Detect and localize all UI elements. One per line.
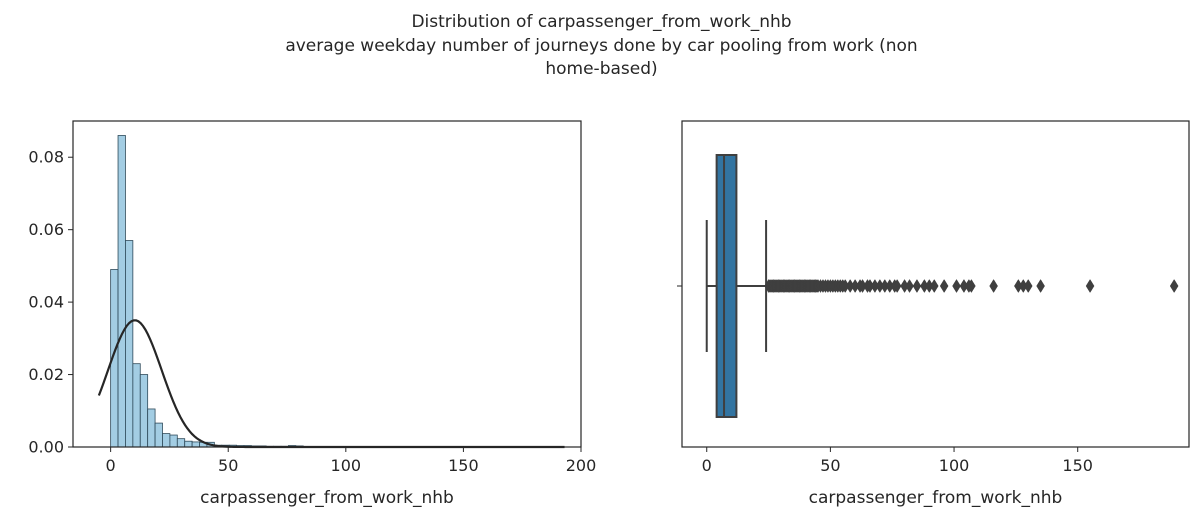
x-tick-label: 200 bbox=[566, 456, 597, 475]
outlier-point bbox=[1085, 279, 1095, 293]
figure-title-line-1: Distribution of carpassenger_from_work_n… bbox=[411, 12, 792, 32]
x-tick-label: 100 bbox=[939, 456, 970, 475]
y-tick-label: 0.08 bbox=[28, 148, 64, 167]
histogram-bar bbox=[132, 363, 141, 448]
histogram-bar bbox=[139, 374, 149, 448]
histogram-bar bbox=[125, 240, 134, 448]
x-tick-label: 50 bbox=[820, 456, 840, 475]
y-tick-label: 0.02 bbox=[28, 365, 64, 384]
boxplot-panel: 0 50 100 150 carpassenger_from_work_nhb bbox=[677, 120, 1190, 508]
y-tick-label: 0.00 bbox=[28, 438, 64, 457]
x-tick-label: 0 bbox=[702, 456, 712, 475]
histogram-bar bbox=[184, 440, 193, 448]
x-tick-label: 150 bbox=[1062, 456, 1093, 475]
x-axis-label: carpassenger_from_work_nhb bbox=[809, 488, 1063, 508]
y-tick-label: 0.04 bbox=[28, 293, 64, 312]
boxplot-frame bbox=[681, 120, 1190, 448]
x-tick-label: 150 bbox=[448, 456, 479, 475]
outlier-point bbox=[939, 279, 949, 293]
histogram-bar bbox=[176, 438, 186, 448]
x-axis-label: carpassenger_from_work_nhb bbox=[200, 488, 454, 508]
outlier-point bbox=[1169, 279, 1179, 293]
histogram-bar bbox=[147, 408, 156, 448]
outlier-point bbox=[952, 279, 961, 293]
outlier-point bbox=[967, 279, 976, 293]
histogram-bar bbox=[117, 135, 126, 448]
x-tick-label: 50 bbox=[218, 456, 238, 475]
outlier-point bbox=[989, 279, 998, 293]
outlier-point bbox=[912, 279, 922, 293]
outlier-point bbox=[1023, 279, 1033, 293]
histogram-bar bbox=[154, 422, 163, 448]
histogram-bar bbox=[191, 441, 200, 448]
x-tick-label: 0 bbox=[106, 456, 116, 475]
x-tick-label: 100 bbox=[331, 456, 362, 475]
outlier-point bbox=[929, 279, 939, 293]
figure-title-line-3: home-based) bbox=[545, 59, 658, 79]
box-iqr bbox=[715, 154, 738, 418]
outlier-point bbox=[1036, 279, 1045, 293]
outlier-point bbox=[905, 279, 914, 293]
histogram-bar bbox=[169, 434, 178, 448]
y-tick-label: 0.06 bbox=[28, 220, 64, 239]
density-curve bbox=[97, 319, 565, 449]
figure-title-line-2: average weekday number of journeys done … bbox=[285, 36, 918, 56]
histogram-panel: 0 50 100 150 200 0.00 0.02 0.04 0.06 0.08 carpasse… bbox=[28, 120, 597, 508]
histogram-frame bbox=[72, 120, 582, 448]
outlier-point bbox=[892, 279, 902, 293]
histogram-bar bbox=[162, 433, 171, 448]
